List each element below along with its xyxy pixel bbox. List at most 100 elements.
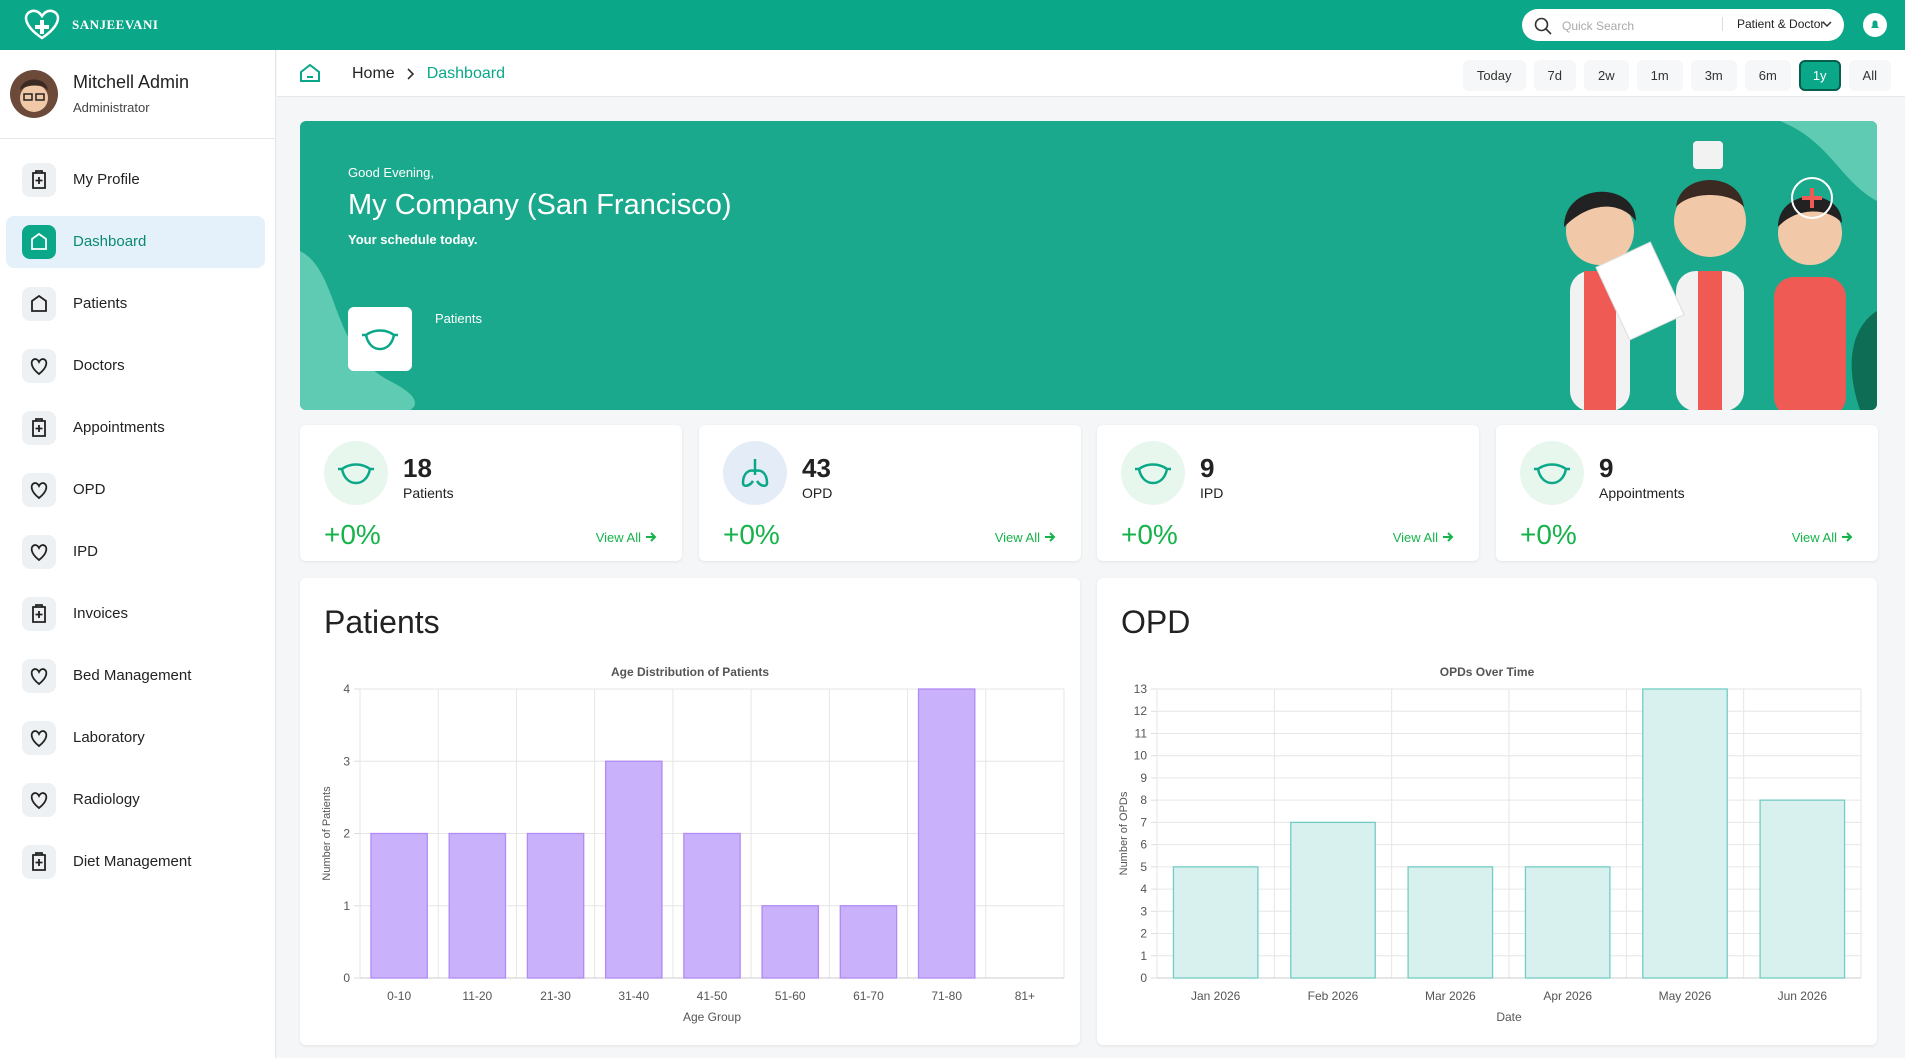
divider [0, 138, 276, 139]
range-button[interactable]: 3m [1690, 60, 1737, 91]
nav-item[interactable]: Radiology [6, 774, 265, 826]
view-all-link[interactable]: View All [995, 530, 1056, 545]
glyph [741, 459, 769, 487]
icon [30, 730, 48, 748]
icon-shape [30, 358, 48, 376]
y-tick-label: 6 [1140, 838, 1147, 852]
glyph [1135, 463, 1171, 485]
range-button[interactable]: 1m [1636, 60, 1683, 91]
nav-icon [22, 163, 56, 197]
nav-label: OPD [73, 481, 106, 498]
nav-label: Patients [73, 295, 128, 312]
nav-item[interactable]: Diet Management [6, 836, 265, 888]
x-tick-label: 61-70 [853, 989, 884, 1003]
search-box[interactable]: Quick Search Patient & Doctor [1522, 9, 1844, 41]
icon [32, 170, 46, 189]
nav-item[interactable]: OPD [6, 464, 265, 516]
arrow [1443, 532, 1454, 542]
nav-label: Invoices [73, 605, 129, 622]
y-tick-label: 11 [1135, 726, 1148, 740]
range-filter: Today 7d 2w 1m 3m 6m 1y All [1462, 60, 1891, 91]
icon-shape [32, 604, 46, 623]
nav-item[interactable]: Laboratory [6, 712, 265, 764]
nav-icon [22, 597, 56, 631]
bar [604, 760, 663, 979]
nav-item[interactable]: Appointments [6, 402, 265, 454]
user-role: Administrator [73, 100, 150, 115]
icon [30, 668, 48, 686]
y-tick-label: 0 [343, 971, 350, 985]
chart: Patients Age Distribution of Patients 0 1 2 3… [321, 604, 1065, 1024]
y-tick-label: 2 [1140, 927, 1147, 941]
nav-icon [22, 535, 56, 569]
stat-glyph [1135, 463, 1171, 485]
x-tick-label: 41-50 [697, 989, 728, 1003]
welcome-banner: Good Evening, My Company (San Francisco)… [300, 121, 1877, 410]
nav-label: Bed Management [73, 667, 192, 684]
nav-item[interactable]: Invoices [6, 588, 265, 640]
chart-panel: Patients Age Distribution of Patients 0 1 2 3… [300, 578, 1080, 1045]
x-axis-label: Date [1496, 1010, 1522, 1024]
x-tick-label: 21-30 [540, 989, 571, 1003]
nav-icon [22, 721, 56, 755]
notification-bell[interactable] [1863, 13, 1887, 37]
y-tick-label: 1 [343, 899, 350, 913]
range-button[interactable]: 1y [1798, 60, 1841, 91]
nav-item[interactable]: My Profile [6, 154, 265, 206]
nav-label: Diet Management [73, 853, 192, 870]
stat-value: 18 [403, 453, 432, 483]
stat-glyph [338, 463, 374, 485]
nav-item[interactable]: Patients [6, 278, 265, 330]
view-all-link[interactable]: View All [1393, 530, 1454, 545]
range-button[interactable]: 2w [1584, 60, 1629, 91]
banner-tile[interactable] [348, 307, 412, 371]
range-button[interactable]: 6m [1744, 60, 1791, 91]
y-tick-label: 3 [343, 754, 350, 768]
banner-subtitle: Your schedule today. [348, 232, 478, 247]
chart-title: OPDs Over Time [1440, 665, 1535, 679]
arrow [646, 532, 657, 542]
view-all-text: View All [994, 530, 1040, 545]
view-all-link[interactable]: View All [596, 530, 657, 545]
greeting: Good Evening, [348, 165, 435, 180]
y-tick-label: 4 [1140, 882, 1147, 896]
range-button[interactable]: 7d [1533, 60, 1576, 91]
x-tick-label: 81+ [1015, 989, 1035, 1003]
home-icon[interactable] [299, 63, 321, 83]
x-tick-label: Jun 2026 [1778, 989, 1828, 1003]
bar [370, 832, 428, 979]
nav-label: IPD [73, 543, 99, 560]
nav-item[interactable]: Dashboard [6, 216, 265, 268]
user-name: Mitchell Admin [73, 72, 190, 92]
icon-shape [31, 294, 47, 312]
y-axis-label: Number of OPDs [1118, 791, 1130, 875]
stat-card: 9 Appointments +0% View All [1496, 425, 1878, 561]
arrow-icon [1045, 532, 1056, 542]
nav-item[interactable]: IPD [6, 526, 265, 578]
x-tick-label: 51-60 [775, 989, 806, 1003]
breadcrumb-separator [407, 68, 414, 80]
icon-shape [30, 544, 48, 562]
x-tick-label: 31-40 [618, 989, 649, 1003]
breadcrumb-item[interactable]: Home [352, 65, 395, 82]
view-all-text: View All [1791, 530, 1837, 545]
arrow [1842, 532, 1853, 542]
bar [917, 688, 976, 979]
avatar [10, 70, 58, 118]
icon-shape [30, 482, 48, 500]
y-tick-label: 13 [1134, 682, 1148, 696]
icon [30, 544, 48, 562]
icon-shape [30, 792, 48, 810]
y-tick-label: 5 [1140, 860, 1147, 874]
x-tick-label: Apr 2026 [1543, 989, 1592, 1003]
search-scope[interactable]: Patient & Doctor [1722, 17, 1824, 31]
view-all-link[interactable]: View All [1792, 530, 1853, 545]
nav-item[interactable]: Doctors [6, 340, 265, 392]
range-button[interactable]: All [1848, 60, 1891, 91]
arrow-icon [1443, 532, 1454, 542]
y-tick-label: 3 [1140, 904, 1147, 918]
nav-item[interactable]: Bed Management [6, 650, 265, 702]
x-tick-label: May 2026 [1659, 989, 1712, 1003]
range-button[interactable]: Today [1462, 60, 1526, 91]
avatar-face [20, 79, 48, 112]
